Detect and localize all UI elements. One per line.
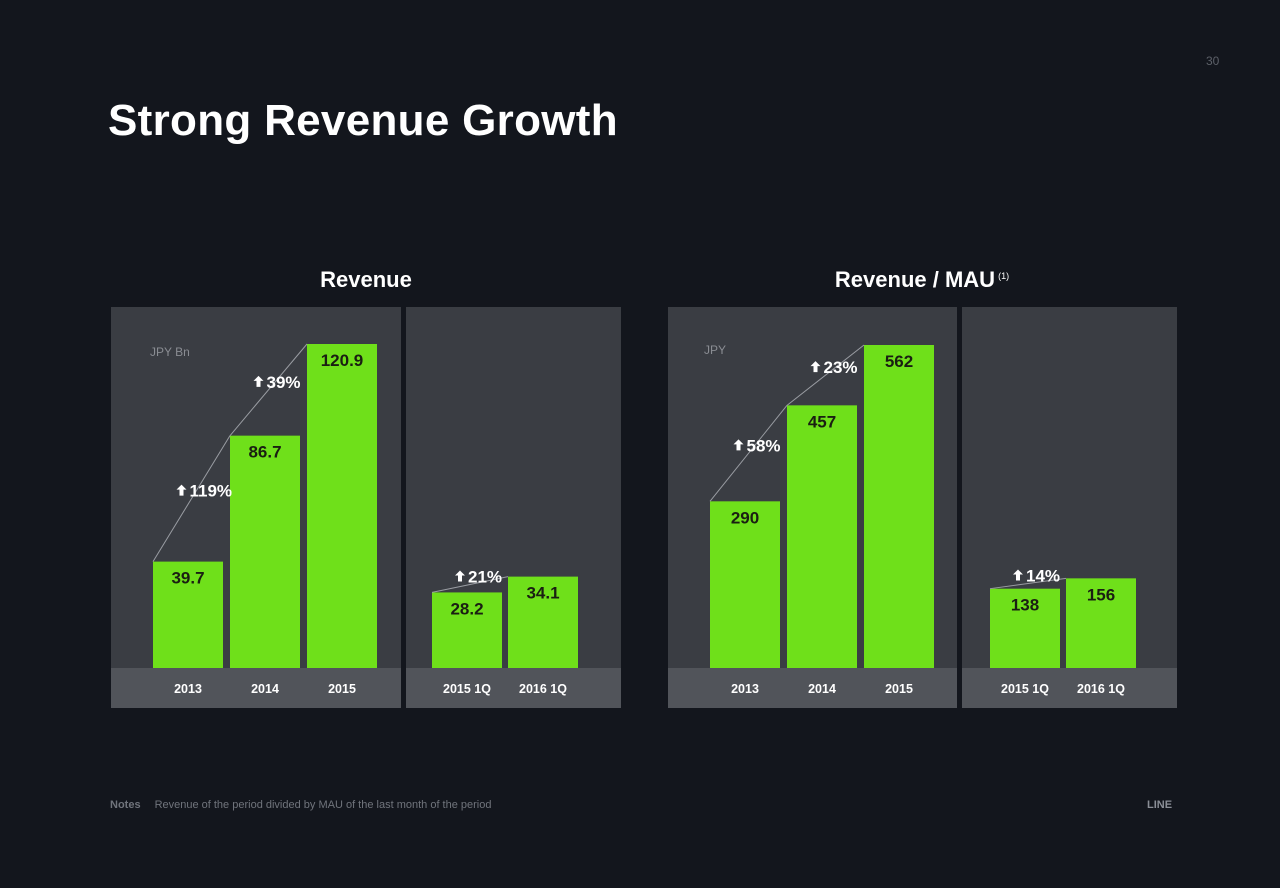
chart1-panel0-growth-line-0 — [709, 405, 788, 502]
notes-text: Revenue of the period divided by MAU of … — [154, 799, 492, 811]
chart0-panel0-bar-label-0: 39.7 — [171, 569, 204, 588]
chart1-unit-label: JPY — [704, 343, 726, 357]
chart0-panel0-axis-band — [111, 668, 401, 708]
chart1-panel0-bar-label-2: 562 — [885, 352, 913, 371]
notes: Notes Revenue of the period divided by MA… — [110, 799, 492, 811]
chart1-panel1-tick-label-1: 2016 1Q — [1077, 682, 1125, 696]
chart0-unit-label: JPY Bn — [150, 345, 190, 359]
chart1-panel0-growth-line-1 — [786, 344, 865, 406]
chart0-panel0-bar-0 — [153, 561, 223, 668]
chart0-panel0-growth-line-0 — [152, 435, 231, 562]
chart-title-revenue-text: Revenue — [320, 267, 412, 292]
chart0-panel0-tick-label-0: 2013 — [174, 682, 202, 696]
notes-label: Notes — [110, 799, 141, 811]
chart1-panel1-growth-label-0: 14% — [1026, 567, 1060, 586]
chart1-panel0-bar-1 — [787, 405, 857, 668]
chart1-panel1-growth-line-0 — [989, 577, 1067, 590]
footnote-marker: (1) — [998, 271, 1010, 281]
chart1-panel0-bar-2 — [864, 345, 934, 668]
chart1-panel1-tick-label-0: 2015 1Q — [1001, 682, 1049, 696]
page-number: 30 — [1206, 54, 1220, 68]
chart0-panel0-growth-label-0: 119% — [190, 482, 233, 501]
chart1-panel1-growth-arrow-icon-0 — [1013, 569, 1023, 581]
chart1-panel0-bar-0 — [710, 501, 780, 668]
chart0-panel0-growth-arrow-icon-0 — [176, 484, 187, 496]
chart-title-revenue: Revenue — [111, 267, 621, 293]
chart1-panel0-bar-label-1: 457 — [808, 412, 836, 431]
chart1-panel0-tick-label-1: 2014 — [808, 682, 836, 696]
chart1-panel1-bar-label-1: 156 — [1087, 585, 1115, 604]
chart-title-revenue-per-mau: Revenue / MAU (1) — [667, 267, 1177, 293]
chart0-panel1-bar-0 — [432, 592, 502, 668]
chart0-panel1-axis-band — [406, 668, 621, 708]
chart0-panel0-growth-line-1 — [229, 343, 308, 436]
chart0-panel0-bar-label-2: 120.9 — [321, 351, 364, 370]
chart1-panel0-growth-arrow-icon-1 — [810, 361, 821, 373]
chart0-panel0-tick-label-2: 2015 — [328, 682, 356, 696]
chart0-panel0-bar-label-1: 86.7 — [248, 443, 281, 462]
chart1-panel0-bar-label-0: 290 — [731, 508, 759, 527]
chart1-panel0-growth-label-1: 23% — [824, 358, 858, 377]
chart1-panel1-axis-band — [962, 668, 1177, 708]
chart0-panel1-bar-label-0: 28.2 — [450, 599, 483, 618]
chart-title-revenue-per-mau-text: Revenue / MAU — [834, 267, 996, 292]
chart1-panel0-tick-label-2: 2015 — [885, 682, 913, 696]
chart0-panel0-growth-arrow-icon-1 — [253, 375, 264, 387]
chart1-panel1-bar-1 — [1066, 578, 1136, 668]
chart1-panel0-growth-arrow-icon-0 — [733, 439, 744, 451]
chart0-panel0-bar-2 — [307, 344, 377, 668]
chart0-panel1-tick-label-1: 2016 1Q — [519, 682, 567, 696]
chart0-panel1-growth-label-0: 21% — [468, 568, 502, 587]
chart1-panel1-bar-0 — [990, 588, 1060, 668]
chart0-panel1-bar-label-1: 34.1 — [526, 584, 559, 603]
chart1-panel0-growth-label-0: 58% — [747, 436, 781, 455]
slide-title: Strong Revenue Growth — [108, 96, 618, 145]
chart1-panel1-bar-label-0: 138 — [1011, 596, 1039, 615]
chart1-panel0-tick-label-0: 2013 — [731, 682, 759, 696]
chart0-panel0-tick-label-1: 2014 — [251, 682, 279, 696]
brand-logo: LINE — [1147, 799, 1173, 811]
chart0-panel1-growth-line-0 — [431, 576, 509, 593]
chart0-panel0-growth-label-1: 39% — [267, 373, 301, 392]
chart1-panel0-axis-band — [668, 668, 957, 708]
chart0-panel0-bar-1 — [230, 435, 300, 668]
chart0-panel1-bar-1 — [508, 576, 578, 668]
chart0-panel1-tick-label-0: 2015 1Q — [443, 682, 491, 696]
chart0-panel1-growth-arrow-icon-0 — [455, 570, 465, 582]
